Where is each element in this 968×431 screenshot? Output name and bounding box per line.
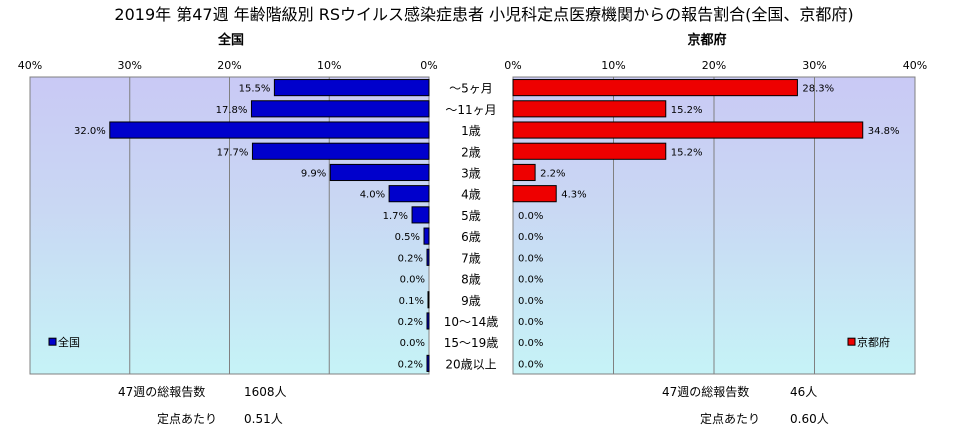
bar-national [329,163,430,182]
bar-national [426,248,430,266]
bar-national [426,312,430,330]
category-label: 5歳 [461,209,481,223]
bar-national [251,142,430,160]
legend-label-national: 全国 [58,335,80,349]
x-tick-kyoto: 10% [601,59,625,72]
kyoto-per-value: 0.60人 [790,412,829,426]
bar-national [388,185,430,203]
data-label-national: 9.9% [301,168,326,179]
bar-national [411,206,430,224]
national-per-value: 0.51人 [244,412,283,426]
panel-title-national: 全国 [217,32,244,48]
data-label-national: 17.8% [216,105,248,116]
category-label: 4歳 [461,188,481,202]
data-label-national: 17.7% [217,147,249,158]
data-label-kyoto: 34.8% [868,126,900,137]
x-tick-kyoto: 40% [903,59,927,72]
data-label-kyoto: 0.0% [518,232,543,243]
bar-kyoto [512,121,864,139]
data-label-national: 0.0% [400,275,425,286]
category-label: 9歳 [461,294,481,308]
bar-kyoto [512,142,667,160]
data-label-national: 32.0% [74,126,106,137]
category-label: 1歳 [461,124,481,138]
data-label-kyoto: 0.0% [518,338,543,349]
bar-national [423,227,430,245]
panel-title-kyoto: 京都府 [687,32,726,48]
x-tick-national: 0% [420,59,437,72]
kyoto-total-value: 46人 [790,385,818,399]
x-tick-national: 10% [317,59,341,72]
legend-swatch-kyoto [847,337,856,346]
bar-national [250,100,430,118]
data-label-national: 0.2% [398,317,423,328]
x-tick-national: 40% [18,59,42,72]
bar-national [427,291,430,309]
national-total-value: 1608人 [244,385,287,399]
data-label-kyoto: 2.2% [540,168,565,179]
x-tick-kyoto: 0% [504,59,521,72]
chart-title: 2019年 第47週 年齢階級別 RSウイルス感染症患者 小児科定点医療機関から… [114,5,853,24]
data-label-kyoto: 0.0% [518,359,543,370]
data-label-kyoto: 0.0% [518,296,543,307]
data-label-national: 1.7% [383,211,408,222]
x-tick-national: 30% [118,59,142,72]
legend-label-kyoto: 京都府 [857,335,890,349]
national-total-label: 47週の総報告数 [118,385,206,399]
category-label: 15～19歳 [444,336,499,350]
kyoto-per-label: 定点あたり [700,412,761,426]
data-label-national: 0.2% [398,253,423,264]
category-label: 6歳 [461,230,481,244]
x-tick-national: 20% [217,59,241,72]
data-label-kyoto: 4.3% [561,190,586,201]
category-label: ～11ヶ月 [445,103,496,117]
bar-national [109,121,430,139]
category-label: 7歳 [461,251,481,265]
data-label-kyoto: 0.0% [518,253,543,264]
data-label-kyoto: 28.3% [802,84,834,95]
data-label-kyoto: 0.0% [518,211,543,222]
data-label-national: 0.5% [395,232,420,243]
data-label-national: 15.5% [239,84,271,95]
legend-swatch-national [48,337,57,346]
data-label-national: 0.0% [400,338,425,349]
bar-national [273,79,430,97]
data-label-national: 0.2% [398,359,423,370]
bar-national [426,354,430,372]
bar-kyoto [512,163,536,182]
category-label: 2歳 [461,145,481,159]
data-label-kyoto: 0.0% [518,275,543,286]
bar-kyoto [512,100,667,118]
data-label-kyoto: 15.2% [671,147,703,158]
bar-kyoto [512,185,557,203]
x-tick-kyoto: 20% [702,59,726,72]
category-label: ～5ヶ月 [449,82,493,96]
data-label-kyoto: 15.2% [671,105,703,116]
category-label: 8歳 [461,273,481,287]
category-label: 20歳以上 [445,357,496,371]
bar-kyoto [512,79,798,97]
category-label: 10～14歳 [444,315,499,329]
data-label-national: 4.0% [360,190,385,201]
category-label: 3歳 [461,166,481,180]
kyoto-total-label: 47週の総報告数 [662,385,750,399]
data-label-kyoto: 0.0% [518,317,543,328]
data-label-national: 0.1% [399,296,424,307]
x-tick-kyoto: 30% [802,59,826,72]
national-per-label: 定点あたり [157,412,218,426]
